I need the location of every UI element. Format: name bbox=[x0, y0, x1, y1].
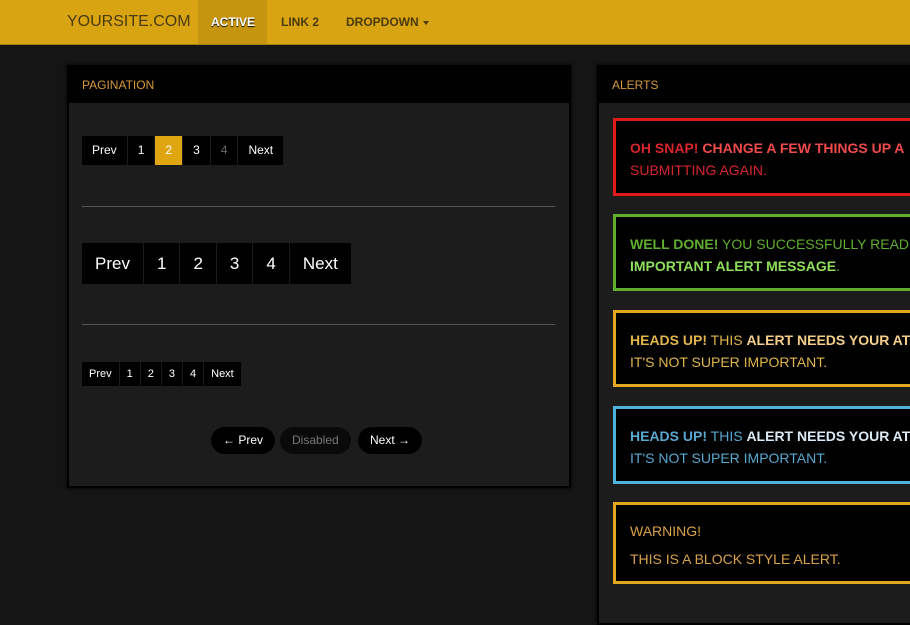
panel-title: PAGINATION bbox=[69, 67, 569, 103]
pager-disabled-button: Disabled bbox=[280, 427, 351, 454]
page-4[interactable]: 4 bbox=[183, 362, 205, 386]
pagination-xlarge: Prev 1 2 3 4 Next bbox=[82, 243, 352, 284]
alert-strong: HEADS UP! bbox=[630, 428, 708, 444]
alert-text: SUBMITTING AGAIN. bbox=[630, 162, 767, 178]
page-3[interactable]: 3 bbox=[183, 136, 211, 165]
alert-text: THIS bbox=[710, 332, 743, 348]
pagination-small: Prev 1 2 3 4 Next bbox=[82, 362, 242, 386]
page-next[interactable]: Next bbox=[289, 243, 352, 284]
page-next[interactable]: Next bbox=[238, 136, 285, 165]
alert-text: THIS IS A BLOCK STYLE ALERT. bbox=[630, 551, 841, 567]
page-prev[interactable]: Prev bbox=[82, 362, 120, 386]
alert-block: WARNING! THIS IS A BLOCK STYLE ALERT. bbox=[613, 502, 910, 584]
alert-text: YOU SUCCESSFULLY READ bbox=[722, 236, 910, 252]
nav-dropdown[interactable]: DROPDOWN bbox=[333, 0, 442, 44]
alert-text-2: IT'S NOT SUPER IMPORTANT. bbox=[630, 354, 828, 370]
page-prev[interactable]: Prev bbox=[82, 243, 144, 284]
alert-strong: OH SNAP! bbox=[630, 140, 699, 156]
nav-link-active[interactable]: ACTIVE bbox=[198, 0, 267, 44]
page-3[interactable]: 3 bbox=[161, 362, 183, 386]
alert-strong: WELL DONE! bbox=[630, 236, 719, 252]
page-2-active[interactable]: 2 bbox=[155, 136, 184, 165]
page-4[interactable]: 4 bbox=[253, 243, 290, 284]
alert-success: WELL DONE! YOU SUCCESSFULLY READ IMPORTA… bbox=[613, 214, 910, 291]
alert-end: . bbox=[836, 258, 841, 274]
alert-bold: IMPORTANT ALERT MESSAGE bbox=[630, 258, 837, 274]
alert-bold: CHANGE A FEW THINGS UP A bbox=[702, 140, 905, 156]
alert-warning: HEADS UP! THIS ALERT NEEDS YOUR AT IT'S … bbox=[613, 310, 910, 387]
alert-text-2: IT'S NOT SUPER IMPORTANT. bbox=[630, 450, 828, 466]
page-2[interactable]: 2 bbox=[140, 362, 162, 386]
pager-next-button[interactable]: Next → bbox=[358, 427, 423, 454]
pagination-large: Prev 1 2 3 4 Next bbox=[82, 136, 285, 165]
caret-down-icon bbox=[422, 20, 429, 25]
alert-bold: ALERT NEEDS YOUR AT bbox=[746, 332, 910, 348]
alert-text: THIS bbox=[710, 428, 743, 444]
alert-bold: ALERT NEEDS YOUR AT bbox=[746, 428, 910, 444]
dropdown-label: DROPDOWN bbox=[346, 15, 419, 29]
page-next[interactable]: Next bbox=[204, 362, 242, 386]
navbar: YOURSITE.COM ACTIVE LINK 2 DROPDOWN bbox=[0, 0, 910, 45]
page-3[interactable]: 3 bbox=[216, 243, 254, 284]
page-2[interactable]: 2 bbox=[180, 243, 217, 284]
page-1[interactable]: 1 bbox=[127, 136, 156, 165]
nav-link-2[interactable]: LINK 2 bbox=[281, 15, 320, 29]
divider bbox=[82, 206, 555, 207]
pager-prev-button[interactable]: ← Prev bbox=[211, 427, 276, 454]
alert-strong: HEADS UP! bbox=[630, 332, 708, 348]
alert-info: HEADS UP! THIS ALERT NEEDS YOUR AT IT'S … bbox=[613, 406, 910, 484]
brand-logo[interactable]: YOURSITE.COM bbox=[67, 13, 191, 30]
page-4-disabled: 4 bbox=[210, 136, 239, 165]
panel-title: ALERTS bbox=[599, 67, 910, 103]
page-1[interactable]: 1 bbox=[119, 362, 141, 386]
alert-heading: WARNING! bbox=[630, 523, 702, 539]
alert-error: OH SNAP! CHANGE A FEW THINGS UP A SUBMIT… bbox=[613, 118, 910, 196]
page-1[interactable]: 1 bbox=[143, 243, 181, 284]
page-prev[interactable]: Prev bbox=[82, 136, 128, 165]
divider bbox=[82, 324, 555, 325]
